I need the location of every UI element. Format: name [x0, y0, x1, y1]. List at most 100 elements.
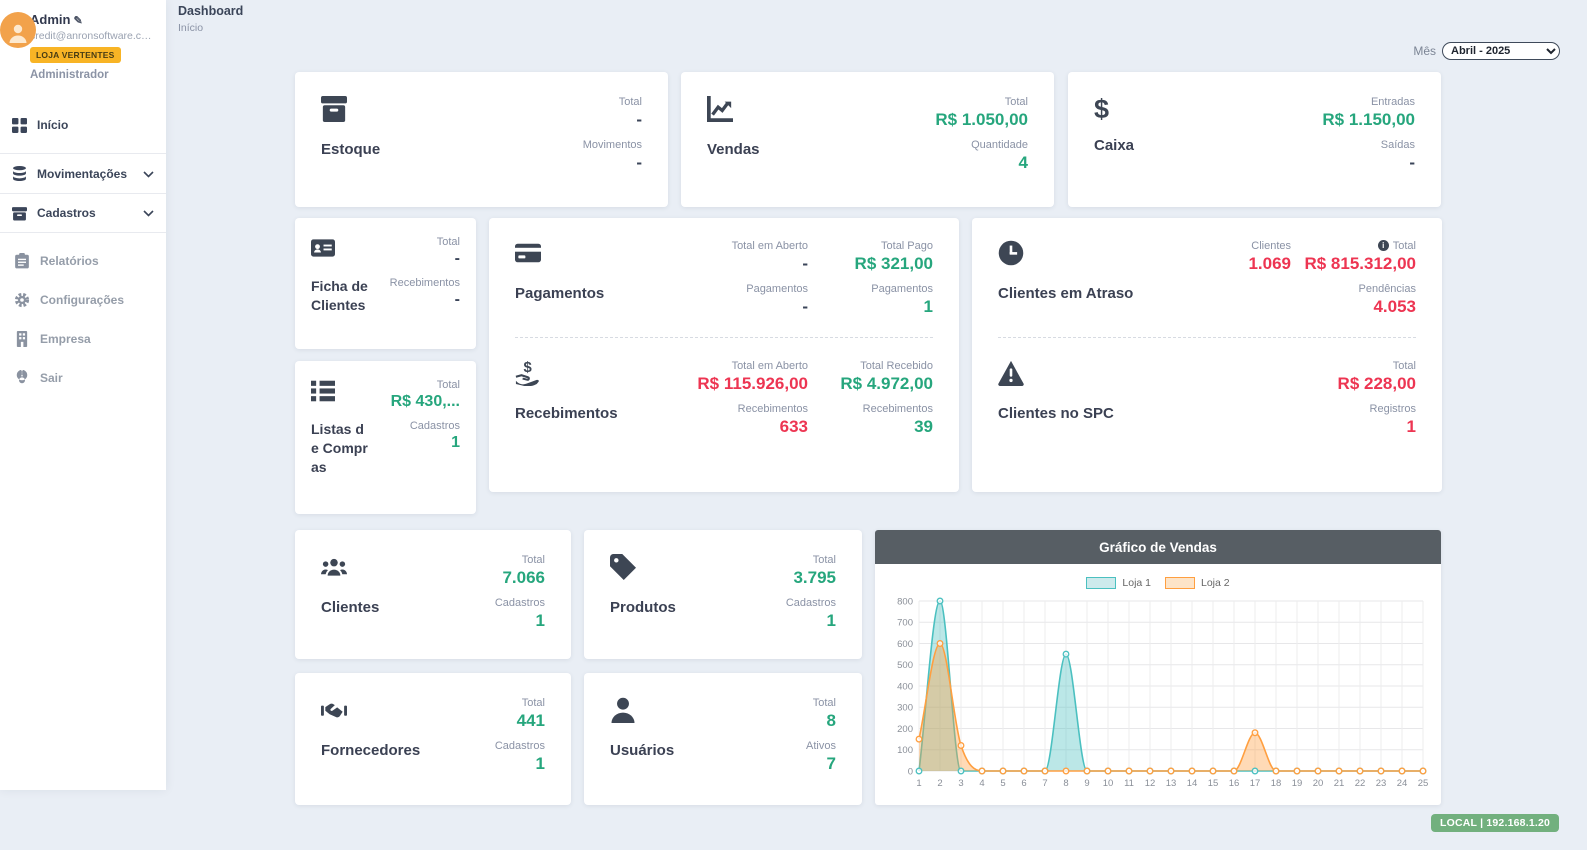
svg-text:800: 800 [897, 596, 913, 607]
card-ficha-clientes: Ficha de Clientes Total - Recebimentos - [295, 218, 476, 349]
user-role: Administrador [30, 69, 109, 81]
legend-swatch-loja2 [1165, 577, 1195, 589]
svg-text:9: 9 [1084, 778, 1089, 789]
section-clientes-spc: Clientes no SPC Total R$ 228,00 Registros… [998, 360, 1416, 437]
svg-text:100: 100 [897, 745, 913, 756]
svg-text:23: 23 [1376, 778, 1387, 789]
stat: Pagamentos - [746, 283, 808, 316]
stat-entradas: Entradas R$ 1.150,00 [1322, 96, 1415, 129]
breadcrumb: Dashboard Início [178, 4, 243, 34]
section-recebimentos: $ Recebimentos Total em Aberto R$ 115.926… [515, 360, 933, 437]
card-pagamentos-recebimentos: Pagamentos Total em Aberto - Pagamentos - … [489, 218, 959, 492]
sidebar-item-empresa[interactable]: Empresa [0, 319, 166, 358]
card-title: Clientes [321, 599, 380, 616]
credit-card-icon [515, 240, 541, 271]
sidebar-item-configuracoes[interactable]: Configurações [0, 280, 166, 319]
legend-loja2[interactable]: Loja 2 [1165, 577, 1230, 589]
month-label: Mês [1413, 44, 1436, 58]
sidebar-item-sair[interactable]: Sair [0, 358, 166, 397]
stat-cadastros: Cadastros 1 [494, 597, 545, 630]
list-icon [311, 379, 335, 408]
stat-total: Total 3.795 [793, 554, 836, 587]
sales-chart-plot: 0 100 200 300 400 500 600 700 800 1 2 3 4 5 6 7 8 9 10 11 12… [885, 593, 1441, 798]
stat: Total em Aberto R$ 115.926,00 [697, 360, 808, 393]
divider [515, 337, 933, 338]
stat: Pendências 4.053 [1358, 283, 1417, 316]
section-pagamentos: Pagamentos Total em Aberto - Pagamentos - … [515, 240, 933, 317]
id-card-icon [311, 236, 335, 265]
stat-total: Total R$ 430,... [390, 379, 460, 410]
store-badge: LOJA VERTENTES [30, 47, 121, 63]
stat: Total R$ 228,00 [1337, 360, 1416, 393]
power-icon [16, 369, 28, 383]
svg-text:16: 16 [1229, 778, 1240, 789]
user-email: credit@anronsoftware.co... [30, 30, 154, 42]
stat-total: Total - [436, 236, 460, 267]
svg-text:18: 18 [1271, 778, 1282, 789]
stat-quantidade: Quantidade 4 [971, 139, 1028, 172]
chart-line-icon [707, 96, 733, 127]
card-clientes: Clientes Total 7.066 Cadastros 1 [295, 530, 571, 659]
card-title: Ficha de Clientes [311, 278, 368, 313]
svg-text:12: 12 [1145, 778, 1156, 789]
stat-total: Total 8 [812, 697, 836, 730]
svg-text:17: 17 [1250, 778, 1261, 789]
svg-text:500: 500 [897, 660, 913, 671]
sidebar-item-relatorios[interactable]: Relatórios [0, 241, 166, 280]
card-listas-compras: Listas de Compras Total R$ 430,... Cadast… [295, 361, 476, 514]
svg-text:7: 7 [1042, 778, 1047, 789]
sidebar-nav: Início Movimentações Cadastros Relatório… [0, 105, 166, 397]
stat-ativos: Ativos 7 [806, 740, 836, 773]
stat-saidas: Saídas - [1380, 139, 1415, 172]
stat-cadastros: Cadastros 1 [494, 740, 545, 773]
users-icon [321, 554, 347, 585]
card-vendas: Vendas Total R$ 1.050,00 Quantidade 4 [681, 72, 1054, 207]
user-profile: Admin ✎ credit@anronsoftware.co... LOJA V… [0, 0, 166, 91]
svg-text:6: 6 [1021, 778, 1026, 789]
svg-text:13: 13 [1166, 778, 1177, 789]
svg-text:700: 700 [897, 618, 913, 629]
card-caixa: $ Caixa Entradas R$ 1.150,00 Saídas - [1068, 72, 1441, 207]
stat: Registros 1 [1369, 403, 1416, 436]
edit-profile-icon[interactable]: ✎ [73, 15, 83, 27]
svg-text:0: 0 [908, 766, 913, 777]
breadcrumb-inicio[interactable]: Início [178, 22, 204, 34]
svg-text:600: 600 [897, 639, 913, 650]
card-title: Clientes em Atraso [998, 285, 1134, 302]
svg-text:15: 15 [1208, 778, 1219, 789]
sidebar-item-inicio[interactable]: Início [0, 105, 166, 145]
chart-legend: Loja 1 Loja 2 [875, 577, 1441, 589]
stat-total: Total - [618, 96, 642, 129]
card-atraso-spc: Clientes em Atraso Clientes 1.069 i Total … [972, 218, 1442, 492]
card-title: Clientes no SPC [998, 405, 1114, 422]
sidebar: Admin ✎ credit@anronsoftware.co... LOJA V… [0, 0, 166, 790]
stat: Recebimentos 39 [862, 403, 933, 436]
month-filter: Mês Abril - 2025 [1413, 42, 1560, 60]
sidebar-item-cadastros[interactable]: Cadastros [0, 193, 166, 233]
card-estoque: Estoque Total - Movimentos - [295, 72, 668, 207]
section-clientes-atraso: Clientes em Atraso Clientes 1.069 i Total … [998, 240, 1416, 317]
svg-text:20: 20 [1313, 778, 1324, 789]
sidebar-item-movimentacoes[interactable]: Movimentações [0, 153, 166, 193]
gear-icon [14, 292, 30, 307]
card-fornecedores: Fornecedores Total 441 Cadastros 1 [295, 673, 571, 805]
svg-text:5: 5 [1000, 778, 1005, 789]
divider [998, 337, 1416, 338]
warning-icon [998, 360, 1024, 391]
building-icon [16, 330, 28, 347]
month-select[interactable]: Abril - 2025 [1442, 42, 1560, 60]
svg-text:14: 14 [1187, 778, 1198, 789]
card-title: Listas de Compras [311, 421, 368, 475]
chart-title: Gráfico de Vendas [875, 530, 1441, 564]
user-name: Admin ✎ [30, 12, 83, 27]
avatar[interactable] [0, 12, 36, 48]
stat-recebimentos: Recebimentos - [389, 277, 460, 308]
svg-text:$: $ [524, 360, 533, 376]
info-icon[interactable]: i [1377, 240, 1389, 251]
svg-text:400: 400 [897, 681, 913, 692]
card-title: Fornecedores [321, 742, 421, 759]
legend-loja1[interactable]: Loja 1 [1086, 577, 1151, 589]
tag-icon [610, 554, 636, 585]
archive-icon [12, 206, 27, 220]
clipboard-icon [15, 252, 29, 268]
